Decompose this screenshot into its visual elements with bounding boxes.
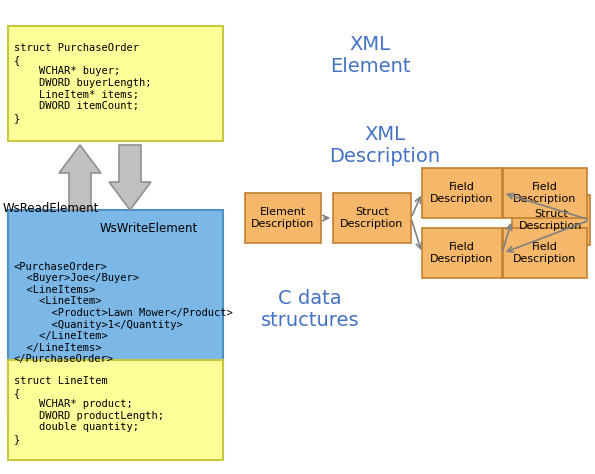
Bar: [512, 195, 590, 245]
Text: <PurchaseOrder>
  <Buyer>Joe</Buyer>
  <LineItems>
    <LineItem>
      <Product: <PurchaseOrder> <Buyer>Joe</Buyer> <Line…: [14, 262, 233, 365]
Text: XML
Element: XML Element: [330, 35, 410, 75]
Text: Struct
Description: Struct Description: [340, 207, 403, 229]
Bar: [503, 228, 587, 278]
FancyArrow shape: [59, 145, 101, 210]
Text: C data
structures: C data structures: [261, 290, 359, 330]
Bar: [8, 26, 223, 141]
Bar: [422, 168, 502, 218]
Bar: [333, 193, 411, 243]
Bar: [8, 210, 223, 415]
Bar: [245, 193, 321, 243]
Text: WsWriteElement: WsWriteElement: [100, 221, 198, 235]
Text: Element
Description: Element Description: [251, 207, 315, 229]
Bar: [422, 228, 502, 278]
Text: XML
Description: XML Description: [330, 125, 440, 165]
Bar: [8, 360, 223, 460]
Text: Field
Description: Field Description: [513, 242, 577, 264]
Text: WsReadElement: WsReadElement: [3, 201, 99, 215]
Text: struct PurchaseOrder
{
    WCHAR* buyer;
    DWORD buyerLength;
    LineItem* it: struct PurchaseOrder { WCHAR* buyer; DWO…: [14, 43, 152, 123]
Text: Field
Description: Field Description: [430, 242, 494, 264]
FancyArrow shape: [109, 145, 151, 210]
Text: struct LineItem
{
    WCHAR* product;
    DWORD productLength;
    double quanti: struct LineItem { WCHAR* product; DWORD …: [14, 376, 164, 444]
Text: Field
Description: Field Description: [430, 182, 494, 204]
Text: Struct
Description: Struct Description: [519, 209, 583, 231]
Text: Field
Description: Field Description: [513, 182, 577, 204]
Bar: [503, 168, 587, 218]
